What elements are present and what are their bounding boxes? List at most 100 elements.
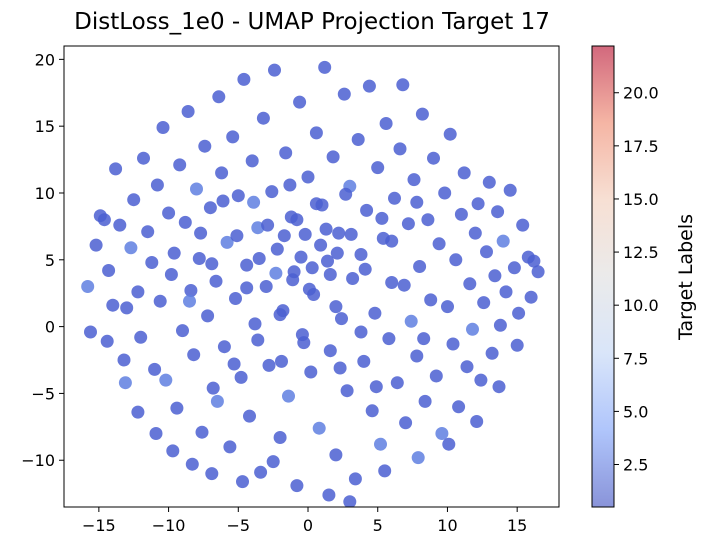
scatter-point <box>390 376 404 390</box>
scatter-point <box>141 225 155 239</box>
scatter-point <box>424 293 438 307</box>
scatter-point <box>148 362 162 376</box>
scatter-point <box>205 467 219 481</box>
scatter-point <box>203 201 217 215</box>
scatter-point <box>261 218 275 232</box>
scatter-point <box>127 193 141 207</box>
scatter-point <box>201 309 215 323</box>
scatter-point <box>176 324 189 338</box>
scatter-point <box>162 206 176 220</box>
scatter-point <box>337 87 351 101</box>
scatter-point <box>322 488 336 502</box>
scatter-point <box>173 158 187 172</box>
scatter-point <box>488 269 502 283</box>
scatter-point <box>187 348 201 362</box>
scatter-point <box>84 325 97 339</box>
scatter-point <box>499 285 513 299</box>
colorbar-tick-label: 5.0 <box>623 402 648 421</box>
scatter-point <box>330 246 344 260</box>
scatter-point <box>194 226 208 240</box>
scatter-point <box>159 373 173 387</box>
colorbar-tick-label: 17.5 <box>623 137 659 156</box>
scatter-point <box>178 215 192 229</box>
scatter-point <box>432 237 446 251</box>
scatter-point <box>254 465 268 479</box>
scatter-point <box>413 260 427 273</box>
scatter-point <box>279 146 293 160</box>
scatter-point <box>477 296 491 310</box>
scatter-point <box>348 472 362 486</box>
scatter-point <box>251 221 265 235</box>
scatter-point <box>429 369 443 383</box>
y-axis: −10 −5 0 5 10 15 20 <box>21 50 64 470</box>
scatter-point <box>358 262 372 276</box>
scatter-point <box>183 294 196 308</box>
scatter-point <box>312 421 326 435</box>
scatter-point <box>493 318 507 332</box>
x-tick-label: 5 <box>373 516 383 535</box>
scatter-point <box>378 464 392 478</box>
scatter-point <box>190 182 203 196</box>
scatter-point <box>309 197 323 211</box>
scatter-point <box>503 183 517 197</box>
scatter-point <box>319 222 333 236</box>
scatter-point <box>393 142 407 156</box>
scatter-point <box>268 63 281 77</box>
scatter-point <box>454 207 468 221</box>
scatter-point <box>131 405 145 419</box>
scatter-point <box>385 234 399 248</box>
colorbar-tick-label: 10.0 <box>623 296 659 315</box>
scatter-point <box>410 195 424 209</box>
x-tick-label: 0 <box>303 516 313 535</box>
scatter-point <box>314 238 328 252</box>
scatter-point <box>185 457 199 471</box>
x-axis: −15 −10 −5 0 5 10 15 <box>82 507 527 535</box>
scatter-point <box>360 203 374 217</box>
scatter-point <box>226 130 240 144</box>
scatter-point <box>247 195 261 209</box>
scatter-point <box>441 300 454 314</box>
scatter-point <box>297 336 311 350</box>
plot-frame <box>63 45 560 508</box>
scatter-point <box>492 380 506 394</box>
scatter-point <box>269 266 283 280</box>
scatter-point <box>164 268 178 281</box>
scatter-point <box>240 258 254 272</box>
points-layer <box>81 60 545 507</box>
scatter-point <box>137 151 150 165</box>
y-tick-label: 15 <box>35 117 55 136</box>
scatter-point <box>156 121 170 134</box>
scatter-point <box>382 332 396 346</box>
scatter-point <box>421 213 435 227</box>
scatter-point <box>335 312 348 326</box>
scatter-point <box>379 117 393 130</box>
scatter-point <box>323 268 337 281</box>
scatter-point <box>262 358 276 372</box>
scatter-point <box>339 187 353 201</box>
scatter-point <box>212 90 226 104</box>
scatter-point <box>248 317 262 331</box>
scatter-point <box>344 227 358 241</box>
scatter-point <box>256 111 270 125</box>
scatter-point <box>507 261 521 275</box>
scatter-point <box>223 440 237 454</box>
scatter-point <box>354 325 368 339</box>
scatter-point <box>457 166 471 180</box>
scatter-point <box>290 479 304 493</box>
scatter-point <box>149 427 163 440</box>
y-tick-label: −10 <box>21 451 55 470</box>
scatter-point <box>304 365 318 379</box>
scatter-point <box>251 333 265 347</box>
scatter-point <box>357 354 371 368</box>
scatter-point <box>340 384 354 398</box>
scatter-point <box>273 308 287 322</box>
scatter-point <box>527 254 541 268</box>
scatter-point <box>371 161 385 175</box>
scatter-point <box>309 126 323 140</box>
scatter-point <box>485 346 499 360</box>
scatter-point <box>399 416 413 430</box>
colorbar-tick-label: 12.5 <box>623 243 659 262</box>
scatter-point <box>365 404 379 418</box>
scatter-point <box>388 191 401 205</box>
